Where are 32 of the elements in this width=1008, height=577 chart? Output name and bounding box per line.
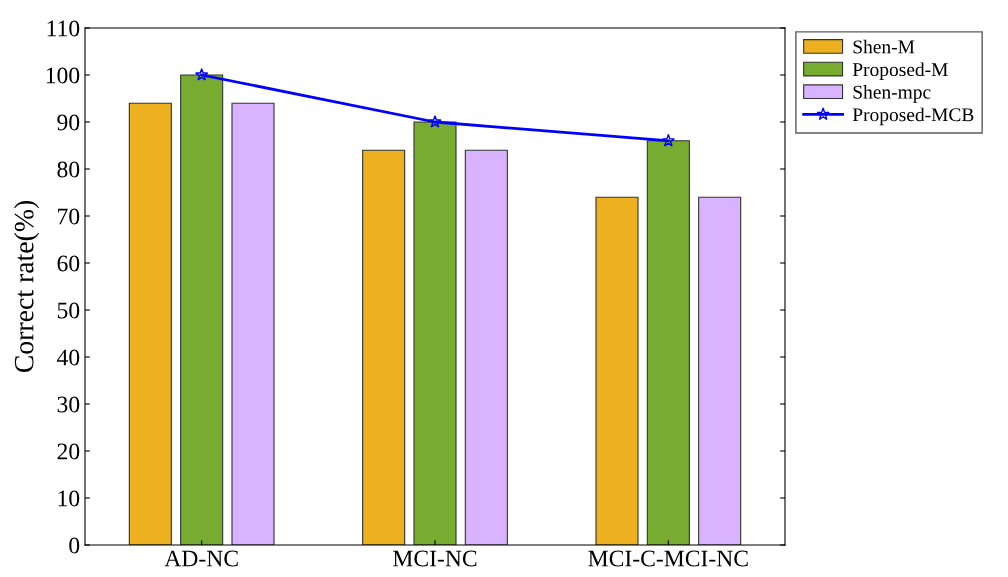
y-tick-label: 80 bbox=[57, 161, 80, 178]
y-tick-label: 50 bbox=[57, 302, 80, 319]
y-tick-label: 60 bbox=[57, 255, 80, 272]
x-tick-label: MCI-NC bbox=[393, 550, 477, 567]
legend-label: Shen-M bbox=[853, 39, 915, 54]
y-tick-label: 110 bbox=[47, 20, 80, 37]
bar bbox=[362, 149, 406, 545]
y-tick-label: 40 bbox=[56, 349, 80, 366]
y-tick-label: 20 bbox=[57, 443, 80, 460]
bar bbox=[464, 149, 508, 545]
x-tick-label: MCI-C-MCI-NC bbox=[588, 550, 748, 567]
bar bbox=[180, 74, 224, 545]
y-tick-label: 30 bbox=[57, 396, 80, 413]
point bbox=[428, 115, 442, 128]
y-tick-label: 10 bbox=[58, 490, 80, 507]
legend-label: Shen-mpc bbox=[853, 85, 931, 103]
legend-label: Proposed-MCB bbox=[852, 107, 974, 126]
bar bbox=[646, 140, 690, 545]
point bbox=[661, 133, 675, 147]
bar bbox=[128, 102, 172, 545]
bar bbox=[231, 102, 275, 545]
y-axis-title: Correct rate(%) bbox=[13, 200, 40, 373]
y-tick-label: 70 bbox=[58, 208, 80, 225]
y-tick-label: 90 bbox=[57, 114, 80, 131]
bar bbox=[413, 121, 457, 545]
x-tick-label: AD-NC bbox=[164, 550, 238, 567]
bar bbox=[698, 196, 742, 545]
y-tick-label: 100 bbox=[46, 67, 80, 84]
legend-label: Proposed-M bbox=[852, 62, 948, 81]
bar bbox=[595, 196, 639, 545]
y-tick-label: 0 bbox=[69, 537, 80, 554]
point bbox=[195, 68, 209, 81]
